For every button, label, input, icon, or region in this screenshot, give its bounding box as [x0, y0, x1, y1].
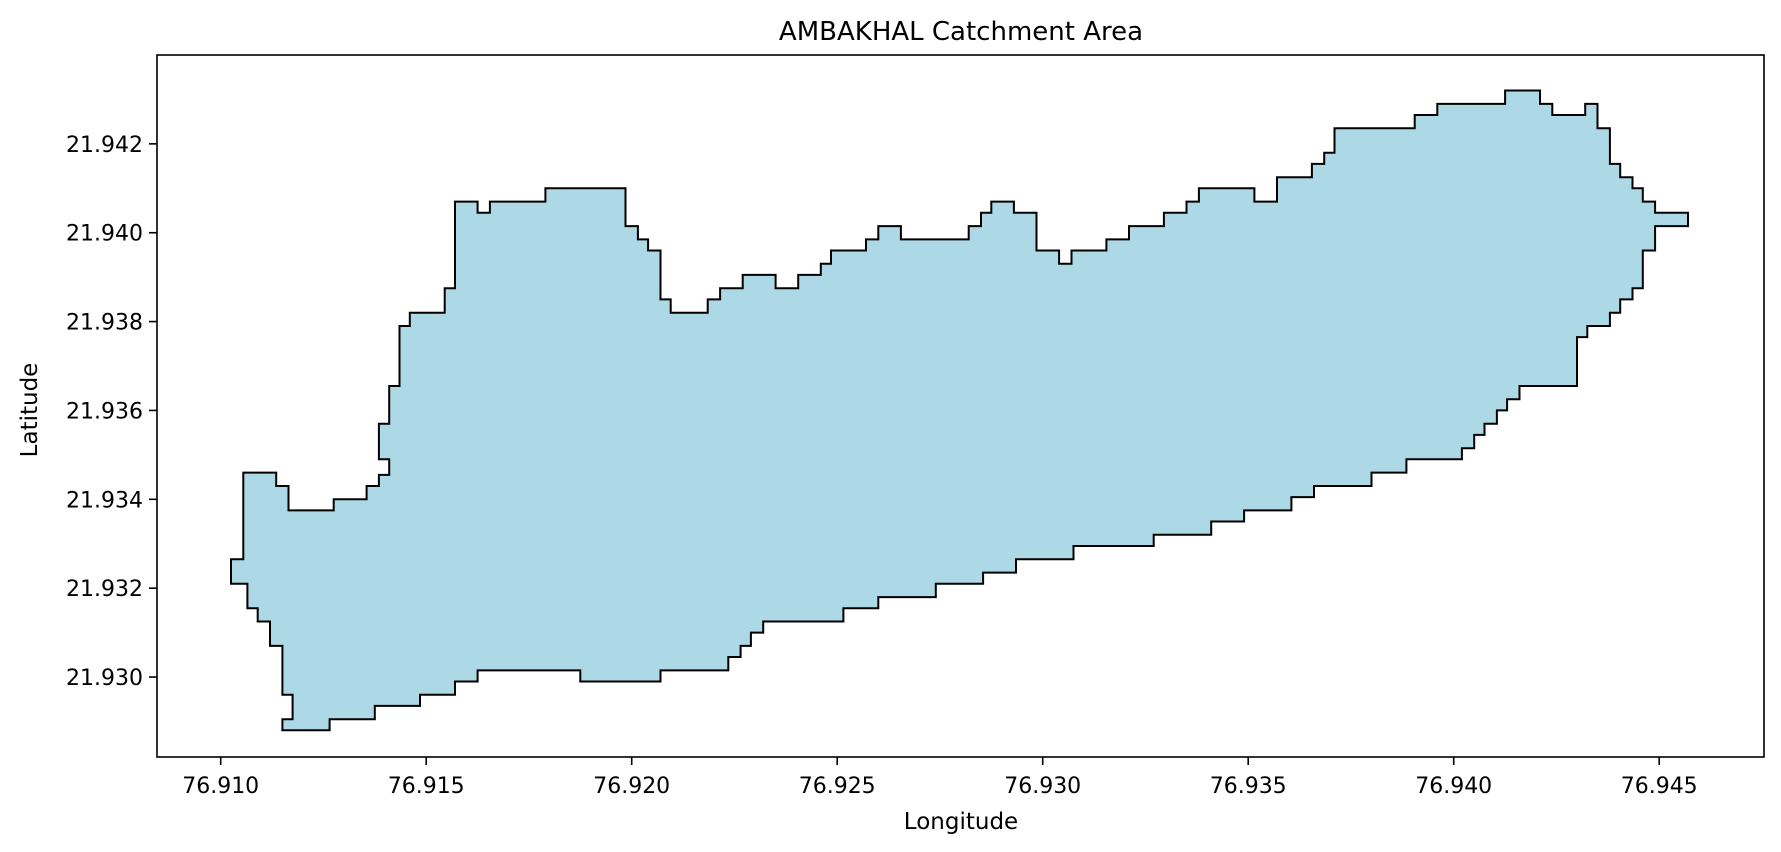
- catchment-polygon: [230, 89, 1689, 732]
- x-axis-ticks: 76.910 76.915 76.920 76.925 76.930 76.935 76.9…: [182, 757, 1698, 799]
- x-tick-label: 76.910: [182, 774, 259, 799]
- y-tick-label: 21.930: [66, 666, 143, 691]
- y-tick-label: 21.932: [66, 577, 143, 602]
- x-tick-label: 76.940: [1415, 774, 1492, 799]
- x-tick-label: 76.915: [388, 774, 465, 799]
- x-tick-label: 76.935: [1210, 774, 1287, 799]
- y-tick-label: 21.934: [66, 488, 143, 513]
- y-tick-label: 21.936: [66, 399, 143, 424]
- y-tick-label: 21.938: [66, 311, 143, 336]
- x-tick-label: 76.920: [593, 774, 670, 799]
- x-tick-label: 76.945: [1621, 774, 1698, 799]
- x-tick-label: 76.930: [1004, 774, 1081, 799]
- y-tick-label: 21.940: [66, 222, 143, 247]
- y-tick-label: 21.942: [66, 133, 143, 158]
- plot-frame: [156, 54, 1765, 758]
- y-axis-ticks: 21.930 21.932 21.934 21.936 21.938 21.940 21.9…: [66, 133, 157, 691]
- chart-title: AMBAKHAL Catchment Area: [779, 17, 1143, 47]
- x-axis-label: Longitude: [904, 809, 1018, 835]
- x-tick-label: 76.925: [799, 774, 876, 799]
- y-axis-label: Latitude: [17, 363, 43, 458]
